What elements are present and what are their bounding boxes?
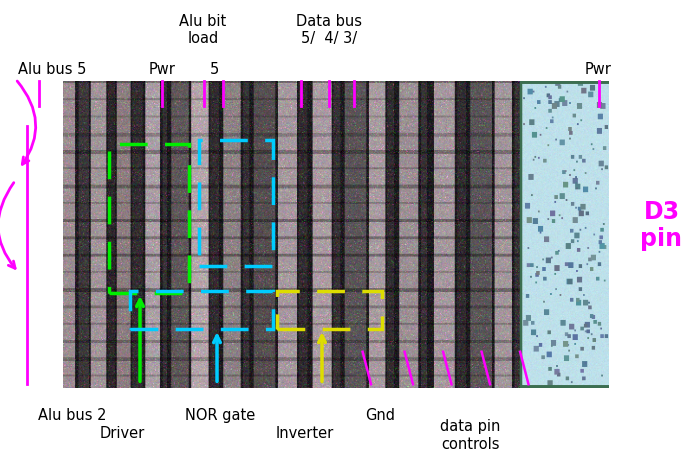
Text: NOR gate: NOR gate bbox=[186, 408, 256, 423]
Text: Inverter: Inverter bbox=[275, 426, 334, 441]
Text: Alu bit
load: Alu bit load bbox=[179, 14, 227, 46]
Text: Gnd: Gnd bbox=[365, 408, 395, 423]
Text: Driver: Driver bbox=[100, 426, 145, 441]
Bar bbox=[108, 144, 189, 293]
Text: Alu bus 2: Alu bus 2 bbox=[38, 408, 107, 423]
Text: Data bus
5/  4/ 3/: Data bus 5/ 4/ 3/ bbox=[296, 14, 362, 46]
Bar bbox=[130, 291, 273, 329]
Text: Pwr: Pwr bbox=[585, 62, 612, 78]
Bar bbox=[199, 140, 273, 266]
Text: data pin
controls: data pin controls bbox=[440, 419, 500, 451]
Bar bbox=[276, 291, 382, 329]
Text: Pwr: Pwr bbox=[149, 62, 176, 78]
Text: Alu bus 5: Alu bus 5 bbox=[18, 62, 87, 78]
Text: D3
pin: D3 pin bbox=[640, 200, 682, 251]
Text: 5: 5 bbox=[210, 62, 220, 78]
